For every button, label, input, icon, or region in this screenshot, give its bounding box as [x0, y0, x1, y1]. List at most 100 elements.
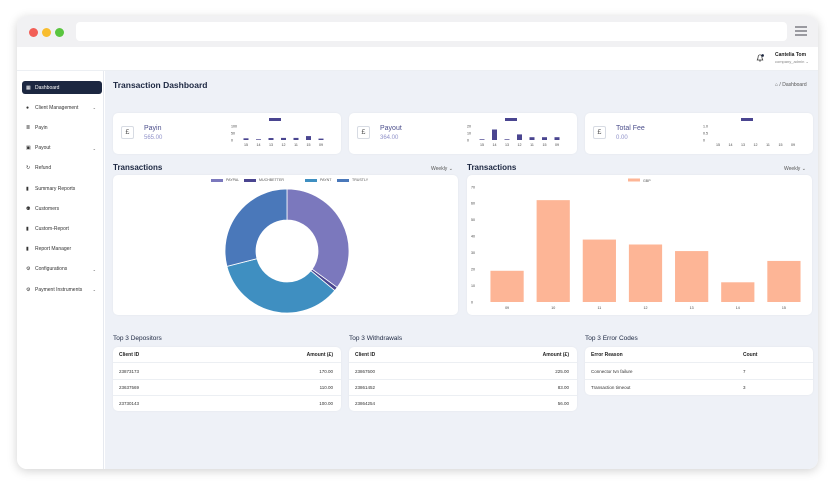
users-icon: ⚉ [26, 205, 31, 212]
x-axis-tick: 15 [782, 306, 786, 310]
sidebar-item-configurations[interactable]: ⚙ Configurations ⌄ [22, 263, 102, 276]
mini-x-tick: 13 [269, 143, 273, 147]
bar-15[interactable] [767, 260, 801, 302]
stat-card-payout: £ Payout 364.00 20 10 0 15 14 13 12 11 15 09 [349, 113, 577, 154]
sidebar-item-refund[interactable]: ↻ Refund [22, 162, 102, 175]
sidebar-item-payin[interactable]: ≣ Payin [22, 121, 102, 134]
table-cell: 225.00 [555, 369, 569, 374]
sidebar-item-payout[interactable]: ▣ Payout ⌄ [22, 142, 102, 155]
sidebar-item-label: Customers [35, 205, 60, 212]
bar-period-select[interactable]: Weekly ⌄ [784, 166, 806, 172]
table-cell: Transaction timeout [591, 385, 631, 390]
legend-label: TRUSTLY [352, 178, 369, 182]
legend-swatch [628, 178, 640, 182]
sidebar-item-payment-instruments[interactable]: ⚙ Payment Instruments ⌄ [22, 283, 102, 296]
bar-10[interactable] [536, 200, 570, 302]
sidebar-item-label: Summary Reports [35, 185, 76, 192]
mini-bar [517, 134, 522, 140]
user-menu[interactable]: Cantelia Tom company_admin ⌄ [775, 52, 809, 64]
legend-item[interactable]: TRUSTLY [337, 178, 368, 182]
mini-y-tick: 1.0 [703, 125, 708, 129]
minimize-window-button[interactable] [42, 28, 51, 37]
legend-label: MUCHBETTER [259, 178, 284, 182]
chevron-down-icon: ⌄ [92, 105, 96, 111]
row-divider [585, 379, 813, 380]
donut-slice-paypal[interactable] [286, 188, 350, 289]
user-role: company_admin [775, 59, 805, 64]
mini-legend-swatch [741, 118, 753, 121]
table-cell: 23867500 [355, 369, 376, 374]
column-header: Amount (£) [542, 352, 569, 358]
bar-13[interactable] [675, 251, 709, 302]
mini-y-tick: 0.5 [703, 132, 708, 136]
row-divider [113, 379, 341, 380]
mini-x-tick: 11 [294, 143, 298, 147]
address-bar[interactable] [76, 22, 787, 41]
mini-bar-chart: 1.0 0.5 0 15 14 13 12 11 15 09 [703, 118, 795, 147]
table-cell: 23864254 [355, 401, 376, 406]
legend-swatch [337, 178, 349, 182]
sidebar-item-client-management[interactable]: ● Client Management ⌄ [22, 101, 102, 114]
breadcrumb: ⌂ / Dashboard [775, 82, 807, 88]
table-title-withdrawals: Top 3 Withdrawals [349, 335, 403, 342]
bell-icon[interactable] [756, 54, 764, 62]
mini-legend-swatch [505, 118, 517, 121]
y-axis-tick: 0 [471, 300, 473, 304]
mini-y-tick: 50 [231, 132, 235, 136]
y-axis-tick: 10 [471, 284, 475, 288]
mini-x-tick: 15 [543, 143, 547, 147]
chevron-down-icon: ⌄ [92, 145, 96, 151]
sidebar-item-custom-report[interactable]: ▮ Custom-Report [22, 222, 102, 235]
mini-bar [268, 138, 274, 140]
maximize-window-button[interactable] [55, 28, 64, 37]
stat-name: Payout [380, 125, 402, 132]
donut-period-select[interactable]: Weekly ⌄ [431, 166, 453, 172]
config-icon: ⚙ [26, 286, 31, 293]
legend-item[interactable]: MUCHBETTER [244, 178, 284, 182]
header-divider [585, 362, 813, 363]
close-window-button[interactable] [29, 28, 38, 37]
table-cell: 170.00 [319, 369, 333, 374]
mini-x-tick: 12 [518, 143, 522, 147]
sidebar-item-label: Configurations [35, 266, 68, 273]
home-icon[interactable]: ⌂ [775, 82, 779, 88]
sidebar-item-dashboard[interactable]: ▦ Dashboard [22, 81, 102, 94]
list-icon: ≣ [26, 124, 31, 131]
table-cell: 3 [743, 385, 746, 390]
mini-x-tick: 09 [555, 143, 559, 147]
bar-14[interactable] [721, 282, 755, 302]
legend-label: PAYNT [320, 178, 332, 182]
user-name: Cantelia Tom [775, 52, 807, 58]
sidebar-item-report-manager[interactable]: ▮ Report Manager [22, 243, 102, 256]
mini-x-tick: 15 [480, 143, 484, 147]
legend-item[interactable]: PAYPAL [211, 178, 239, 182]
y-axis-tick: 40 [471, 235, 475, 239]
bar-09[interactable] [490, 270, 524, 302]
mini-x-tick: 14 [493, 143, 497, 147]
table-cell: 7 [743, 369, 746, 374]
mini-bar [306, 136, 311, 140]
donut-slice-paynt[interactable] [226, 258, 336, 314]
sidebar-item-label: Report Manager [35, 246, 72, 253]
sidebar-item-summary-reports[interactable]: ▮ Summary Reports [22, 182, 102, 195]
menu-icon[interactable] [795, 26, 807, 36]
stat-name: Total Fee [616, 125, 645, 132]
donut-slice-trustly[interactable] [224, 188, 288, 267]
bar-12[interactable] [628, 244, 663, 303]
sidebar-item-label: Payin [35, 124, 48, 131]
mini-x-tick: 15 [779, 143, 783, 147]
bar-11[interactable] [582, 239, 616, 302]
table-cell: 56.00 [557, 401, 569, 406]
mini-x-tick: 15 [307, 143, 311, 147]
legend-label: PAYPAL [226, 178, 240, 182]
table-cell: 23730143 [119, 401, 140, 406]
sidebar-item-customers[interactable]: ⚉ Customers [22, 202, 102, 215]
legend-label[interactable]: GBP [643, 179, 651, 183]
mini-x-tick: 12 [282, 143, 286, 147]
chevron-down-icon: ⌄ [92, 287, 96, 292]
legend-item[interactable]: PAYNT [305, 178, 331, 182]
column-header: Client ID [355, 352, 376, 358]
header-divider [113, 362, 341, 363]
mini-bar [256, 139, 261, 140]
stat-value: 565.00 [144, 135, 163, 141]
